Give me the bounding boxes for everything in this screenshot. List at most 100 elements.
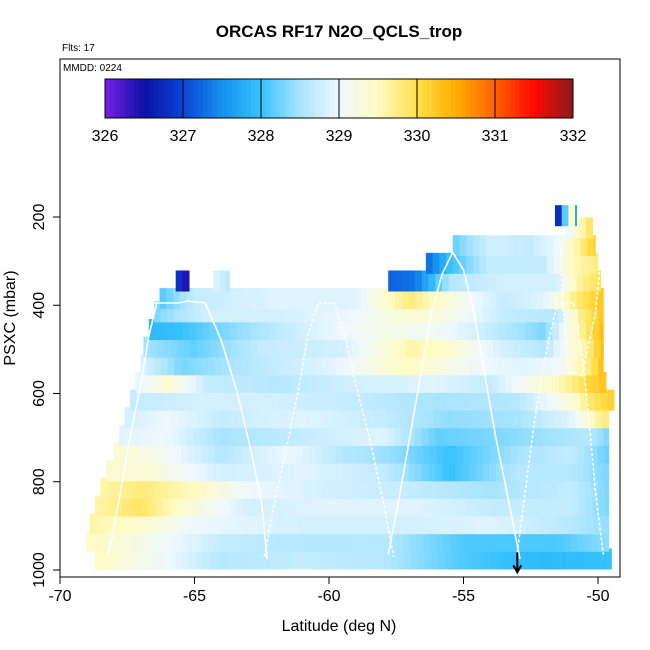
heat-cell (466, 336, 474, 358)
heat-cell (368, 460, 376, 482)
heat-cell (510, 477, 518, 499)
heat-cell (607, 389, 615, 411)
heat-cell (552, 319, 560, 341)
flight-track-segment (387, 250, 521, 560)
heat-cell (113, 530, 121, 552)
heat-cell (283, 319, 291, 341)
heat-cell (324, 389, 333, 411)
heat-cell (214, 442, 222, 464)
heat-cell (390, 319, 398, 341)
heat-cell (174, 354, 182, 376)
heat-cell (511, 319, 520, 341)
heat-cell (540, 235, 548, 257)
heat-cell (415, 460, 423, 482)
heat-cell (525, 495, 533, 517)
heat-cell (412, 336, 420, 358)
heat-cell (182, 495, 190, 517)
heat-cell (213, 460, 221, 482)
heat-cell (455, 460, 463, 482)
heat-cell (329, 354, 337, 376)
heat-cell (162, 371, 170, 393)
heat-cell (432, 252, 440, 274)
heat-cell (124, 407, 132, 429)
heat-cell (127, 442, 135, 464)
heat-cell (573, 513, 581, 535)
heat-cell (197, 336, 205, 358)
heat-cell (503, 477, 511, 499)
heat-cell (369, 354, 377, 376)
heat-cell (240, 288, 248, 310)
heat-cell (308, 477, 316, 499)
heat-cell (600, 513, 608, 535)
heat-cell (522, 424, 530, 446)
heat-cell (444, 548, 452, 570)
heat-cell (404, 319, 412, 341)
heat-cell (193, 460, 201, 482)
heat-cell (178, 407, 186, 429)
heat-cell (514, 407, 522, 429)
heat-cell (455, 424, 463, 446)
heat-cell (291, 389, 299, 411)
heat-cell (322, 442, 330, 464)
heat-cell (499, 513, 507, 535)
heat-cell (159, 288, 167, 310)
heat-cell (362, 477, 370, 499)
heat-cell (491, 495, 499, 517)
heat-cell (187, 442, 195, 464)
heat-cell (224, 336, 232, 358)
heat-cell (308, 530, 316, 552)
heat-cell (160, 354, 168, 376)
heat-cell (409, 530, 417, 552)
heat-cell (300, 424, 308, 446)
heat-cell (505, 371, 513, 393)
heat-cell (596, 270, 602, 292)
colorbar-swatch (514, 79, 520, 118)
heat-cell (498, 371, 506, 393)
heat-cell (538, 548, 546, 570)
heat-cell (103, 513, 111, 535)
heat-cell (537, 477, 545, 499)
heat-cell (411, 548, 419, 570)
heat-cell (299, 407, 307, 429)
colorbar-swatch (353, 79, 360, 118)
heat-cell (389, 442, 397, 464)
colorbar-swatch (202, 79, 208, 118)
heat-cell (425, 389, 433, 411)
heat-cell (323, 495, 331, 517)
heat-cell (194, 442, 202, 464)
heat-cell (591, 442, 599, 464)
heat-cell (154, 354, 162, 376)
heat-cell (331, 513, 339, 535)
heat-cell (326, 407, 334, 429)
heat-cell (483, 354, 491, 376)
heat-cell (592, 495, 600, 517)
heat-cell (384, 548, 392, 570)
heat-cell (579, 548, 587, 570)
heat-cell (545, 548, 553, 570)
heat-cell (284, 513, 292, 535)
heat-cell (405, 336, 413, 358)
heat-cell (308, 301, 316, 323)
heat-cell (217, 336, 225, 358)
heat-cell (195, 548, 203, 570)
heat-cell (287, 424, 295, 446)
heat-cell (463, 477, 471, 499)
heat-cell (234, 442, 242, 464)
heat-cell (207, 442, 216, 464)
heat-cell (329, 477, 337, 499)
heat-cell (194, 301, 202, 323)
colorbar-swatch (114, 79, 121, 118)
heat-cell (300, 460, 308, 482)
heat-cell (342, 477, 350, 499)
colorbar-swatch (265, 79, 272, 118)
heat-cell (423, 530, 431, 552)
heat-cell (199, 424, 207, 446)
colorbar-swatch (134, 79, 140, 118)
heat-cell (573, 235, 581, 257)
heat-cell (365, 389, 373, 411)
heat-cell (585, 548, 594, 570)
heat-cell (390, 495, 398, 517)
heat-cell (536, 270, 544, 292)
heat-cell (455, 288, 463, 310)
